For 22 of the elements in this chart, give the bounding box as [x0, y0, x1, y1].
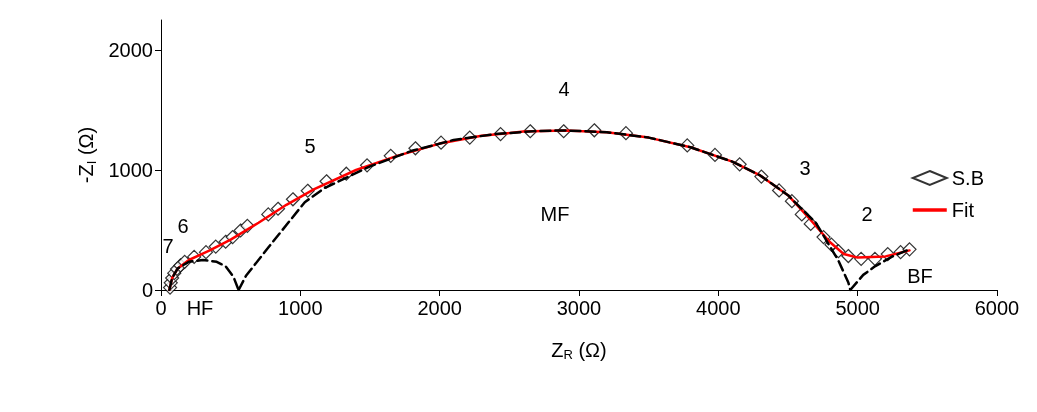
x-tick-label: 4000 — [696, 297, 741, 319]
annotation: 7 — [162, 235, 174, 257]
y-axis-title: -ZI (Ω) — [75, 126, 99, 184]
x-tick-label: 1000 — [278, 297, 323, 319]
annotation: 4 — [558, 78, 570, 100]
annotation: MF — [540, 203, 570, 225]
x-tick-label: 3000 — [556, 297, 602, 319]
annotation: 2 — [861, 203, 873, 225]
annotation: 3 — [799, 157, 811, 179]
legend-label: S.B — [951, 167, 985, 189]
y-tick-label: 2000 — [108, 39, 153, 61]
legend-label: Fit — [951, 199, 975, 221]
x-tick-label: 6000 — [974, 297, 1020, 319]
annotation: 6 — [177, 215, 189, 237]
y-tick-label: 1000 — [108, 159, 153, 181]
x-tick-label: 2000 — [417, 297, 462, 319]
x-tick-label: 0 — [155, 297, 167, 319]
annotation: 5 — [304, 135, 316, 157]
x-tick-label: 5000 — [835, 297, 880, 319]
annotation: BF — [907, 265, 933, 287]
y-tick-label: 0 — [141, 279, 153, 301]
text: HF — [186, 297, 214, 319]
